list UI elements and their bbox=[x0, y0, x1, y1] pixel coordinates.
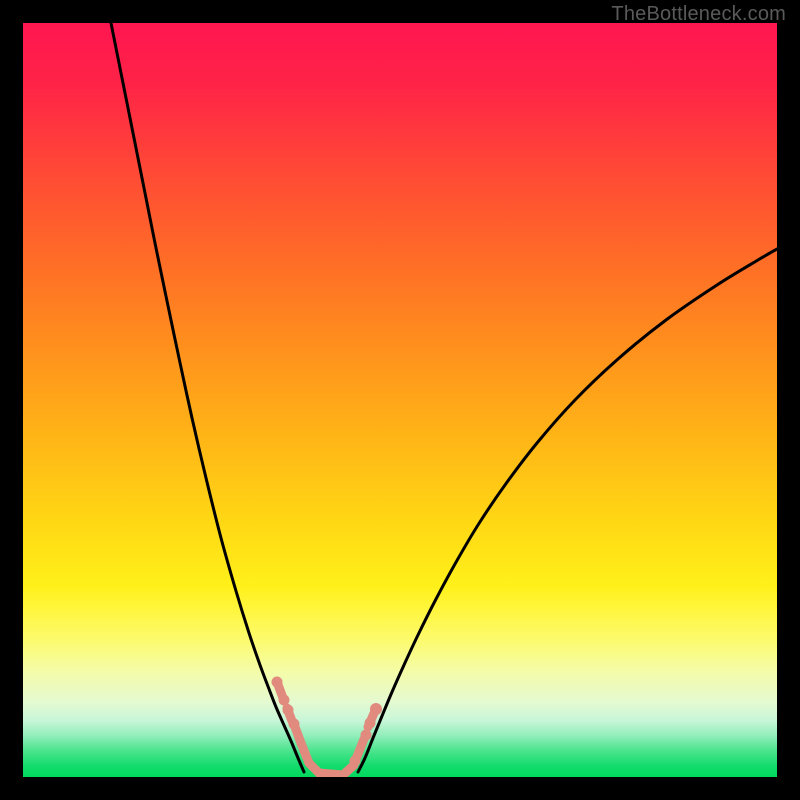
gradient-background bbox=[23, 23, 777, 777]
chart-container: TheBottleneck.com bbox=[0, 0, 800, 800]
bead-dot bbox=[370, 703, 382, 715]
bead-dot bbox=[279, 695, 290, 706]
bead-dot bbox=[283, 705, 294, 716]
bead-dot bbox=[365, 718, 376, 729]
bead-dot bbox=[272, 677, 283, 688]
bead-dot bbox=[361, 730, 372, 741]
bead-dot bbox=[289, 719, 300, 730]
plot-area bbox=[23, 23, 777, 777]
plot-svg bbox=[23, 23, 777, 777]
bead-dot bbox=[350, 756, 361, 767]
